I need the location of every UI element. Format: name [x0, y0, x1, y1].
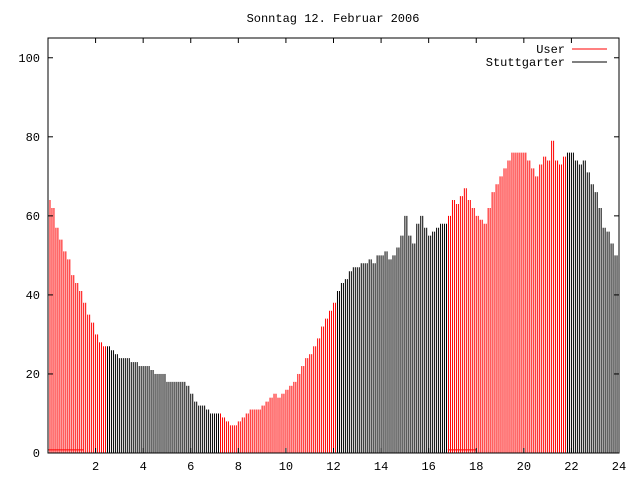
y-tick-label: 60 — [26, 210, 40, 224]
chart-title: Sonntag 12. Februar 2006 — [247, 12, 420, 26]
x-tick-label: 18 — [469, 460, 483, 474]
x-tick-label: 2 — [92, 460, 99, 474]
x-tick-label: 6 — [187, 460, 194, 474]
legend-label-stuttgarter: Stuttgarter — [486, 56, 565, 70]
impulse-bars — [47, 140, 620, 453]
legend-label-user: User — [536, 43, 565, 57]
y-tick-label: 40 — [26, 289, 40, 303]
y-axis: 0 20 40 60 80 100 — [18, 52, 619, 461]
y-tick-label: 80 — [26, 131, 40, 145]
legend: User Stuttgarter — [486, 43, 607, 70]
y-tick-label: 0 — [33, 447, 40, 461]
x-tick-label: 14 — [374, 460, 388, 474]
x-tick-label: 10 — [279, 460, 293, 474]
x-tick-label: 8 — [235, 460, 242, 474]
x-tick-label: 20 — [517, 460, 531, 474]
x-tick-label: 22 — [564, 460, 578, 474]
x-axis: 2 4 6 8 10 12 14 16 18 20 22 24 — [92, 38, 626, 474]
x-tick-label: 16 — [421, 460, 435, 474]
y-tick-label: 100 — [18, 52, 40, 66]
x-tick-label: 24 — [612, 460, 626, 474]
x-tick-label: 12 — [326, 460, 340, 474]
x-tick-label: 4 — [140, 460, 147, 474]
y-tick-label: 20 — [26, 368, 40, 382]
